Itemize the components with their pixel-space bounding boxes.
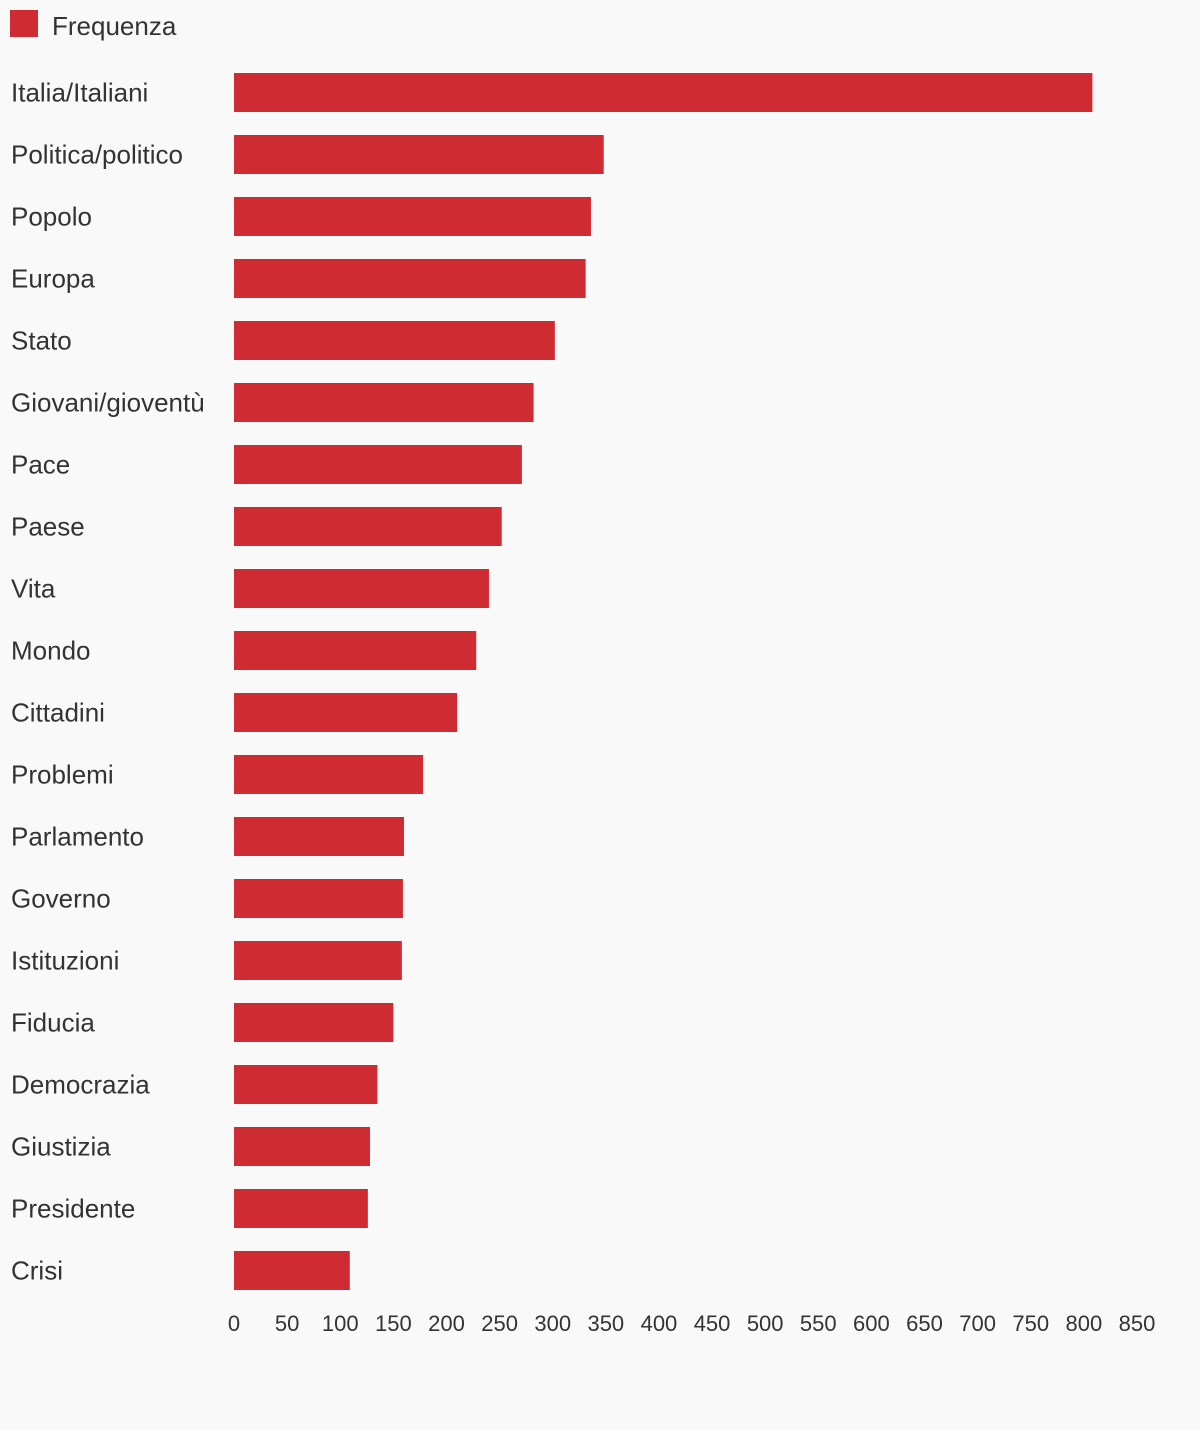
bar-giovani-giovent bbox=[234, 383, 534, 422]
bar-politica-politico bbox=[234, 135, 604, 174]
category-label-cittadini: Cittadini bbox=[11, 698, 105, 728]
x-tick-label-600: 600 bbox=[853, 1311, 890, 1336]
x-tick-label-500: 500 bbox=[747, 1311, 784, 1336]
category-label-vita: Vita bbox=[11, 574, 56, 604]
bar-stato bbox=[234, 321, 555, 360]
bar-fiducia bbox=[234, 1003, 394, 1042]
bar-paese bbox=[234, 507, 502, 546]
category-label-democrazia: Democrazia bbox=[11, 1070, 150, 1100]
x-tick-label-50: 50 bbox=[275, 1311, 299, 1336]
x-tick-label-350: 350 bbox=[587, 1311, 624, 1336]
category-label-popolo: Popolo bbox=[11, 202, 92, 232]
x-tick-label-800: 800 bbox=[1066, 1311, 1103, 1336]
category-label-italia-italiani: Italia/Italiani bbox=[11, 78, 148, 108]
bar-problemi bbox=[234, 755, 424, 794]
bar-mondo bbox=[234, 631, 477, 670]
bar-giustizia bbox=[234, 1127, 370, 1166]
legend: Frequenza bbox=[10, 10, 177, 41]
category-label-fiducia: Fiducia bbox=[11, 1008, 95, 1038]
x-tick-label-250: 250 bbox=[481, 1311, 518, 1336]
x-tick-label-200: 200 bbox=[428, 1311, 465, 1336]
x-tick-label-700: 700 bbox=[959, 1311, 996, 1336]
category-label-politica-politico: Politica/politico bbox=[11, 140, 183, 170]
x-tick-label-150: 150 bbox=[375, 1311, 412, 1336]
bar-europa bbox=[234, 259, 586, 298]
category-label-presidente: Presidente bbox=[11, 1194, 135, 1224]
bar-parlamento bbox=[234, 817, 404, 856]
category-label-istituzioni: Istituzioni bbox=[11, 946, 119, 976]
bars bbox=[234, 73, 1093, 1290]
bar-presidente bbox=[234, 1189, 368, 1228]
category-label-stato: Stato bbox=[11, 326, 72, 356]
bar-cittadini bbox=[234, 693, 458, 732]
x-tick-label-0: 0 bbox=[228, 1311, 240, 1336]
category-label-crisi: Crisi bbox=[11, 1256, 63, 1286]
x-axis-ticks: 0 50 100 150 200 250 300 350 400 450 500 550 600 650 7… bbox=[228, 1311, 1155, 1336]
x-tick-label-750: 750 bbox=[1012, 1311, 1049, 1336]
bar-governo bbox=[234, 879, 403, 918]
bar-istituzioni bbox=[234, 941, 402, 980]
legend-label-frequenza: Frequenza bbox=[52, 11, 177, 41]
bar-crisi bbox=[234, 1251, 350, 1290]
category-label-giustizia: Giustizia bbox=[11, 1132, 111, 1162]
x-tick-label-100: 100 bbox=[322, 1311, 359, 1336]
x-tick-label-400: 400 bbox=[641, 1311, 678, 1336]
bar-pace bbox=[234, 445, 522, 484]
bar-popolo bbox=[234, 197, 591, 236]
category-labels: Italia/Italiani Politica/politico Popolo Eu… bbox=[11, 78, 205, 1286]
bar-italia-italiani bbox=[234, 73, 1093, 112]
category-label-europa: Europa bbox=[11, 264, 95, 294]
x-tick-label-850: 850 bbox=[1119, 1311, 1156, 1336]
category-label-parlamento: Parlamento bbox=[11, 822, 144, 852]
category-label-pace: Pace bbox=[11, 450, 70, 480]
bar-vita bbox=[234, 569, 489, 608]
legend-swatch-frequenza bbox=[10, 10, 38, 37]
x-tick-label-550: 550 bbox=[800, 1311, 837, 1336]
bar-democrazia bbox=[234, 1065, 378, 1104]
category-label-paese: Paese bbox=[11, 512, 85, 542]
x-tick-label-300: 300 bbox=[534, 1311, 571, 1336]
category-label-governo: Governo bbox=[11, 884, 111, 914]
category-label-mondo: Mondo bbox=[11, 636, 91, 666]
category-label-giovani-giovent: Giovani/gioventù bbox=[11, 388, 205, 418]
x-tick-label-650: 650 bbox=[906, 1311, 943, 1336]
category-label-problemi: Problemi bbox=[11, 760, 114, 790]
x-tick-label-450: 450 bbox=[694, 1311, 731, 1336]
